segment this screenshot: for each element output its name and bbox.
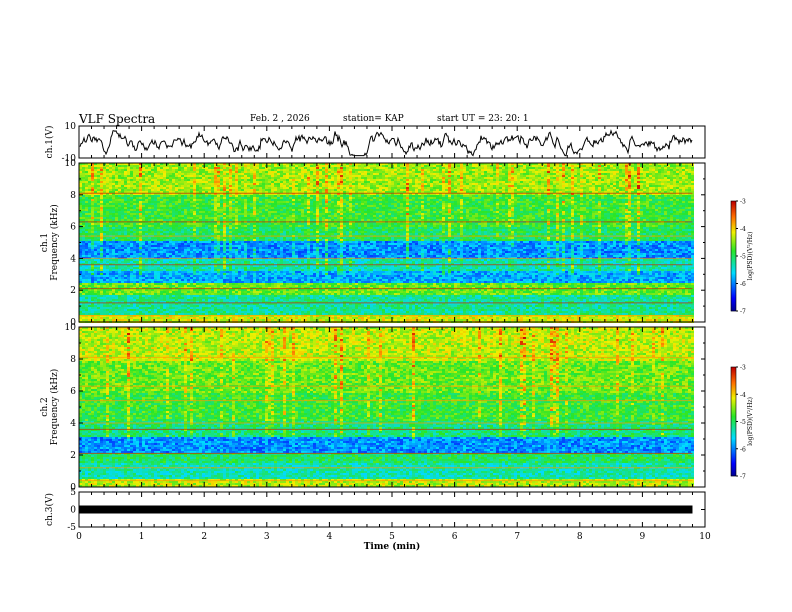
colorbar-tick-label: -5 (740, 254, 746, 261)
y-tick-label: 2 (70, 286, 76, 296)
colorbar-tick-label: -6 (740, 446, 746, 453)
y-tick-label: 6 (70, 387, 76, 397)
colorbar-tick-label: -3 (740, 199, 746, 206)
x-tick-label: 5 (389, 532, 395, 542)
colorbar (731, 367, 736, 476)
colorbar-tick-label: -7 (740, 309, 746, 316)
ch2-spectrogram-image (79, 327, 694, 487)
ch1-spectrogram-image (79, 163, 694, 323)
colorbar-tick-label: -3 (740, 365, 746, 372)
ch1-waveform-line (80, 131, 692, 156)
y-tick-label: 10 (65, 159, 77, 169)
y-tick-label: 8 (70, 355, 76, 365)
y-tick-label: 5 (70, 488, 76, 498)
colorbar-tick-label: -7 (740, 474, 746, 481)
colorbar-tick-label: -5 (740, 419, 746, 426)
colorbar-tick-label: -4 (740, 392, 746, 399)
y-tick-label: 10 (65, 122, 77, 132)
x-tick-label: 4 (327, 532, 333, 542)
y-tick-label: 0 (70, 506, 76, 516)
ch3-waveform-line (79, 506, 692, 514)
colorbar (731, 201, 736, 311)
colorbar-label: log(PSD)(V²/Hz) (747, 232, 754, 281)
y-axis-label: ch.1 (40, 233, 50, 252)
y-tick-label: 2 (70, 451, 76, 461)
colorbar-tick-label: -4 (740, 226, 746, 233)
y-tick-label: -5 (67, 523, 76, 533)
x-tick-label: 2 (201, 532, 207, 542)
y-axis-label: ch.1(V) (44, 126, 55, 159)
x-axis-label: Time (min) (364, 541, 421, 552)
vlf-figure: 10-10ch.1(V)0246810ch.1 Frequency (kHz)-3… (0, 0, 792, 612)
y-tick-label: 4 (70, 254, 76, 264)
x-tick-label: 10 (699, 532, 711, 542)
y-tick-label: 6 (70, 223, 76, 233)
colorbar-label: log(PSD)(V²/Hz) (747, 397, 754, 446)
x-tick-label: 3 (264, 532, 270, 542)
x-tick-label: 7 (514, 532, 520, 542)
colorbar-tick-label: -6 (740, 281, 746, 288)
y-axis-label: Frequency (kHz) (49, 204, 60, 281)
y-tick-label: 10 (65, 323, 77, 333)
x-tick-label: 6 (452, 532, 458, 542)
y-axis-label: ch.2 (40, 397, 50, 416)
x-tick-label: 9 (640, 532, 646, 542)
x-tick-label: 0 (76, 532, 82, 542)
y-tick-label: 4 (70, 419, 76, 429)
y-tick-label: 8 (70, 191, 76, 201)
y-axis-label: Frequency (kHz) (49, 369, 60, 446)
y-axis-label: ch.3(V) (44, 493, 55, 526)
x-tick-label: 1 (139, 532, 145, 542)
x-tick-label: 8 (577, 532, 583, 542)
